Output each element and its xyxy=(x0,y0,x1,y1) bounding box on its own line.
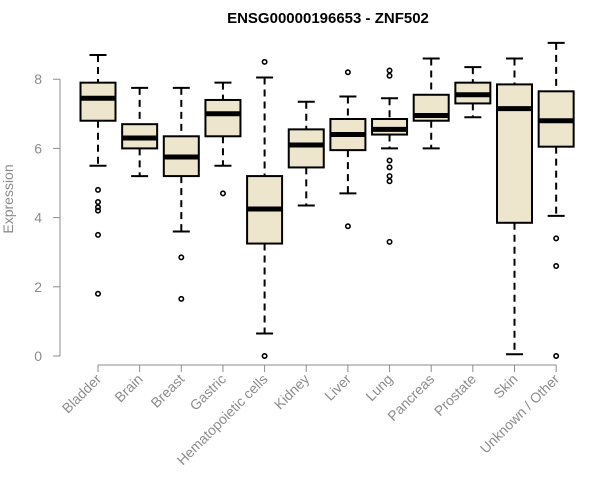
x-tick-label: Prostate xyxy=(431,371,479,419)
outlier-point xyxy=(553,263,560,270)
box-breast xyxy=(162,86,200,302)
x-tick-label: Kidney xyxy=(271,371,313,413)
outlier-point xyxy=(386,178,393,185)
outlier-point xyxy=(95,204,102,211)
iqr-box xyxy=(496,83,533,224)
outlier-point xyxy=(344,69,351,76)
box-skin xyxy=(496,57,533,356)
box-liver xyxy=(329,69,367,230)
outlier-point xyxy=(386,157,393,164)
outlier-point xyxy=(553,235,560,242)
outlier-point xyxy=(261,58,268,65)
outlier-point xyxy=(95,199,102,206)
outlier-point xyxy=(95,186,102,193)
x-tick-label: Brain xyxy=(111,371,145,405)
y-tick-label: 0 xyxy=(34,348,42,364)
outlier-point xyxy=(386,72,393,79)
box-hematopoietic-cells xyxy=(246,58,284,359)
iqr-box xyxy=(204,98,242,138)
y-tick-label: 4 xyxy=(34,210,42,226)
y-tick-label: 6 xyxy=(34,140,42,156)
outlier-point xyxy=(386,173,393,180)
box-brain xyxy=(121,86,159,178)
x-tick-label: Bladder xyxy=(59,371,105,417)
y-tick-label: 2 xyxy=(34,279,42,295)
outlier-point xyxy=(219,190,226,197)
plot-area xyxy=(79,41,575,359)
outlier-point xyxy=(261,352,268,359)
outlier-point xyxy=(95,290,102,297)
box-pancreas xyxy=(412,57,450,150)
box-gastric xyxy=(204,81,242,197)
y-axis: 0 2 4 6 8 xyxy=(34,71,61,364)
box-unknown-other xyxy=(537,41,575,359)
outlier-point xyxy=(344,223,351,230)
outlier-point xyxy=(386,67,393,74)
y-axis-label: Expression xyxy=(0,164,16,233)
chart-title: ENSG00000196653 - ZNF502 xyxy=(227,10,429,27)
outlier-point xyxy=(95,207,102,214)
box-prostate xyxy=(454,66,492,119)
y-tick-label: 8 xyxy=(34,71,42,87)
outlier-point xyxy=(95,231,102,238)
iqr-box xyxy=(371,117,409,136)
x-tick-label: Lung xyxy=(362,371,395,404)
iqr-box xyxy=(287,128,325,169)
outlier-point xyxy=(553,352,560,359)
box-lung xyxy=(371,67,409,245)
x-tick-label: Breast xyxy=(147,371,187,411)
iqr-box xyxy=(79,81,117,122)
outlier-point xyxy=(386,164,393,171)
x-tick-label: Unknown / Other xyxy=(477,371,563,457)
x-tick-label: Liver xyxy=(321,371,354,404)
outlier-point xyxy=(178,295,185,302)
box-bladder xyxy=(79,53,117,297)
outlier-point xyxy=(178,254,185,261)
box-kidney xyxy=(287,100,325,207)
x-tick-label: Skin xyxy=(490,371,521,402)
outlier-point xyxy=(386,238,393,245)
